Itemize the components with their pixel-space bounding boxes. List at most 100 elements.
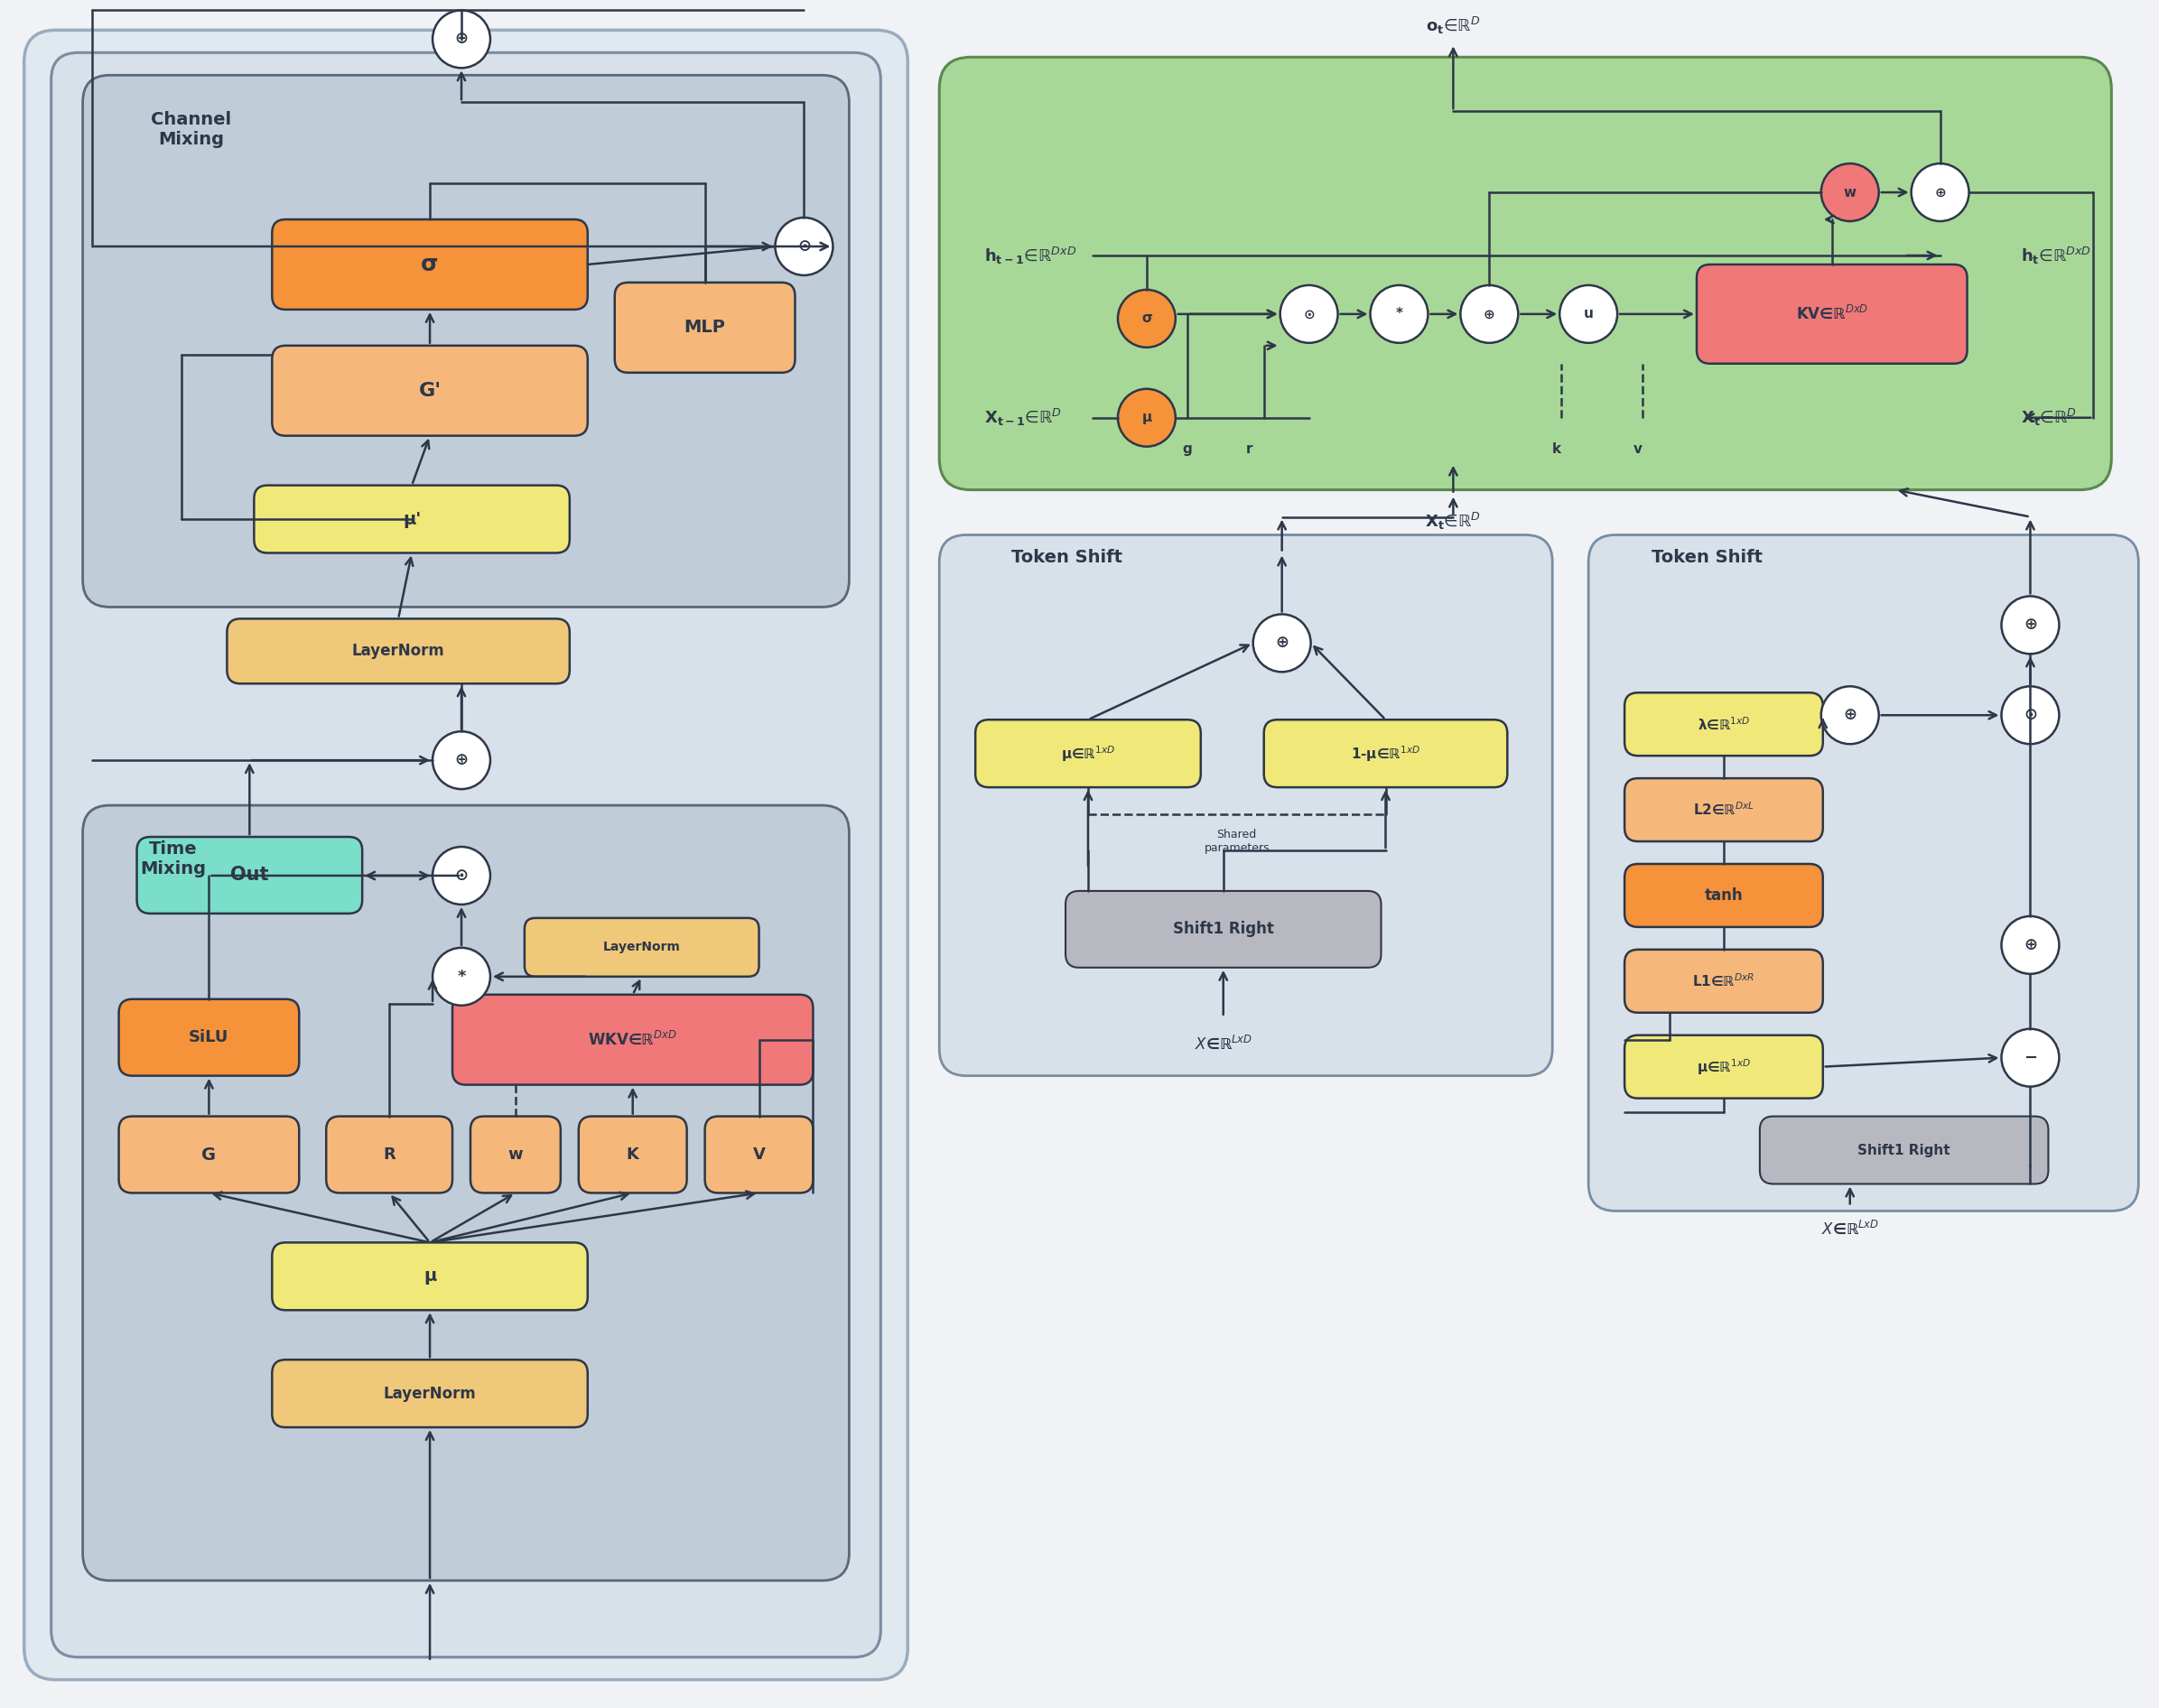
Circle shape bbox=[1118, 389, 1174, 446]
Circle shape bbox=[2001, 1028, 2060, 1086]
FancyBboxPatch shape bbox=[272, 345, 587, 436]
Text: Token Shift: Token Shift bbox=[1652, 548, 1762, 565]
Text: ⊕: ⊕ bbox=[2023, 938, 2038, 953]
FancyBboxPatch shape bbox=[453, 994, 814, 1085]
FancyBboxPatch shape bbox=[119, 999, 300, 1076]
FancyBboxPatch shape bbox=[119, 1117, 300, 1192]
Text: $\mathbf{X_t}$∈ℝ$^D$: $\mathbf{X_t}$∈ℝ$^D$ bbox=[2021, 407, 2077, 429]
Text: k: k bbox=[1552, 442, 1561, 456]
Text: G': G' bbox=[419, 381, 440, 400]
FancyBboxPatch shape bbox=[24, 31, 907, 1679]
Text: σ: σ bbox=[1142, 313, 1153, 325]
FancyBboxPatch shape bbox=[227, 618, 570, 683]
Text: L1∈ℝ$^{DxR}$: L1∈ℝ$^{DxR}$ bbox=[1693, 972, 1755, 989]
Text: Shared
parameters: Shared parameters bbox=[1205, 828, 1269, 854]
Text: $\mathbf{h_{t-1}}$∈ℝ$^{DxD}$: $\mathbf{h_{t-1}}$∈ℝ$^{DxD}$ bbox=[985, 244, 1077, 266]
Text: ⊕: ⊕ bbox=[1844, 707, 1857, 722]
Text: g: g bbox=[1183, 442, 1192, 456]
Circle shape bbox=[432, 731, 490, 789]
Text: λ∈ℝ$^{1xD}$: λ∈ℝ$^{1xD}$ bbox=[1697, 716, 1751, 733]
Text: WKV∈ℝ$^{DxD}$: WKV∈ℝ$^{DxD}$ bbox=[587, 1032, 678, 1049]
Text: SiLU: SiLU bbox=[190, 1030, 229, 1045]
Text: σ: σ bbox=[421, 253, 438, 275]
FancyBboxPatch shape bbox=[471, 1117, 561, 1192]
FancyBboxPatch shape bbox=[1760, 1117, 2049, 1184]
Circle shape bbox=[1911, 164, 1969, 222]
FancyBboxPatch shape bbox=[326, 1117, 453, 1192]
FancyBboxPatch shape bbox=[1067, 892, 1382, 967]
Text: ⊙: ⊙ bbox=[1304, 307, 1315, 321]
Text: ⊕: ⊕ bbox=[1276, 635, 1289, 651]
Text: ⊙: ⊙ bbox=[2023, 707, 2038, 722]
FancyBboxPatch shape bbox=[136, 837, 363, 914]
FancyBboxPatch shape bbox=[1624, 779, 1822, 842]
FancyBboxPatch shape bbox=[272, 1242, 587, 1310]
Text: −: − bbox=[2023, 1050, 2038, 1066]
Text: LayerNorm: LayerNorm bbox=[602, 941, 680, 953]
Text: Token Shift: Token Shift bbox=[1010, 548, 1123, 565]
Text: $\mathbf{o_t}$∈ℝ$^D$: $\mathbf{o_t}$∈ℝ$^D$ bbox=[1425, 15, 1481, 36]
FancyBboxPatch shape bbox=[976, 719, 1200, 787]
Circle shape bbox=[1820, 164, 1878, 222]
Text: L2∈ℝ$^{DxL}$: L2∈ℝ$^{DxL}$ bbox=[1693, 801, 1755, 818]
FancyBboxPatch shape bbox=[272, 1360, 587, 1428]
FancyBboxPatch shape bbox=[579, 1117, 687, 1192]
Text: r: r bbox=[1246, 442, 1252, 456]
Text: ⊕: ⊕ bbox=[1483, 307, 1494, 321]
FancyBboxPatch shape bbox=[939, 535, 1552, 1076]
Text: K: K bbox=[626, 1146, 639, 1163]
Text: ⊙: ⊙ bbox=[797, 239, 812, 254]
Text: $X$∈ℝ$^{LxD}$: $X$∈ℝ$^{LxD}$ bbox=[1194, 1035, 1252, 1052]
Text: u: u bbox=[1583, 307, 1593, 321]
Text: $X$∈ℝ$^{LxD}$: $X$∈ℝ$^{LxD}$ bbox=[1820, 1220, 1878, 1238]
Circle shape bbox=[432, 10, 490, 68]
FancyBboxPatch shape bbox=[1697, 265, 1967, 364]
Text: μ∈ℝ$^{1xD}$: μ∈ℝ$^{1xD}$ bbox=[1697, 1057, 1751, 1076]
Text: V: V bbox=[753, 1146, 764, 1163]
Circle shape bbox=[432, 948, 490, 1006]
Circle shape bbox=[1280, 285, 1339, 343]
Text: LayerNorm: LayerNorm bbox=[384, 1385, 477, 1402]
Text: w: w bbox=[1844, 186, 1857, 200]
FancyBboxPatch shape bbox=[52, 53, 881, 1657]
FancyBboxPatch shape bbox=[525, 917, 760, 977]
Circle shape bbox=[432, 847, 490, 905]
Circle shape bbox=[1371, 285, 1427, 343]
Circle shape bbox=[1459, 285, 1518, 343]
Text: v: v bbox=[1634, 442, 1643, 456]
Text: MLP: MLP bbox=[684, 319, 725, 336]
Circle shape bbox=[1252, 615, 1311, 671]
Circle shape bbox=[2001, 596, 2060, 654]
Text: $\mathbf{X_{t-1}}$∈ℝ$^D$: $\mathbf{X_{t-1}}$∈ℝ$^D$ bbox=[985, 407, 1062, 429]
FancyBboxPatch shape bbox=[1263, 719, 1507, 787]
Text: μ∈ℝ$^{1xD}$: μ∈ℝ$^{1xD}$ bbox=[1060, 743, 1116, 763]
Text: w: w bbox=[507, 1146, 522, 1163]
Text: μ': μ' bbox=[404, 511, 421, 528]
FancyBboxPatch shape bbox=[272, 219, 587, 309]
FancyBboxPatch shape bbox=[82, 75, 848, 606]
FancyBboxPatch shape bbox=[615, 282, 795, 372]
Text: $\mathbf{h_t}$∈ℝ$^{DxD}$: $\mathbf{h_t}$∈ℝ$^{DxD}$ bbox=[2021, 244, 2092, 266]
Text: Shift1 Right: Shift1 Right bbox=[1857, 1143, 1950, 1156]
Text: G: G bbox=[201, 1146, 216, 1163]
Text: tanh: tanh bbox=[1703, 888, 1742, 904]
Circle shape bbox=[1118, 290, 1174, 347]
Circle shape bbox=[2001, 915, 2060, 974]
Text: 1-μ∈ℝ$^{1xD}$: 1-μ∈ℝ$^{1xD}$ bbox=[1352, 743, 1421, 763]
FancyBboxPatch shape bbox=[255, 485, 570, 553]
FancyBboxPatch shape bbox=[1624, 1035, 1822, 1098]
FancyBboxPatch shape bbox=[82, 806, 848, 1580]
FancyBboxPatch shape bbox=[1624, 864, 1822, 927]
Circle shape bbox=[2001, 687, 2060, 745]
FancyBboxPatch shape bbox=[1624, 693, 1822, 755]
FancyBboxPatch shape bbox=[939, 56, 2112, 490]
Text: ⊙: ⊙ bbox=[456, 868, 469, 883]
Text: KV∈ℝ$^{DxD}$: KV∈ℝ$^{DxD}$ bbox=[1796, 306, 1868, 323]
Text: R: R bbox=[382, 1146, 395, 1163]
Text: ⊕: ⊕ bbox=[456, 31, 469, 48]
Circle shape bbox=[775, 217, 833, 275]
Text: μ: μ bbox=[423, 1267, 436, 1284]
Circle shape bbox=[1559, 285, 1617, 343]
Text: *: * bbox=[1395, 307, 1403, 321]
Text: $\mathbf{X_t}$∈ℝ$^D$: $\mathbf{X_t}$∈ℝ$^D$ bbox=[1425, 511, 1481, 531]
